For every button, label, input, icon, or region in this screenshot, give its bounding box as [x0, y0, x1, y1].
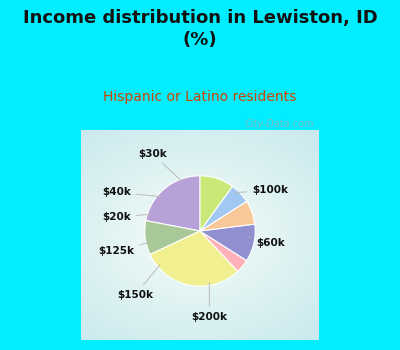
Text: City-Data.com: City-Data.com: [245, 119, 314, 129]
Wedge shape: [150, 231, 238, 286]
Text: $150k: $150k: [117, 265, 160, 300]
Wedge shape: [146, 176, 200, 231]
Wedge shape: [145, 220, 200, 254]
Text: $100k: $100k: [234, 185, 288, 195]
Text: $125k: $125k: [98, 243, 149, 256]
Text: $60k: $60k: [249, 237, 285, 248]
Wedge shape: [200, 201, 255, 231]
Wedge shape: [200, 176, 232, 231]
Text: Income distribution in Lewiston, ID
(%): Income distribution in Lewiston, ID (%): [23, 9, 377, 49]
Wedge shape: [200, 224, 255, 261]
Text: $20k: $20k: [102, 212, 151, 222]
Wedge shape: [200, 231, 247, 271]
Wedge shape: [200, 186, 247, 231]
Text: $30k: $30k: [138, 149, 183, 182]
Text: Hispanic or Latino residents: Hispanic or Latino residents: [103, 90, 297, 104]
Text: $40k: $40k: [102, 187, 161, 197]
Text: $200k: $200k: [192, 282, 228, 322]
